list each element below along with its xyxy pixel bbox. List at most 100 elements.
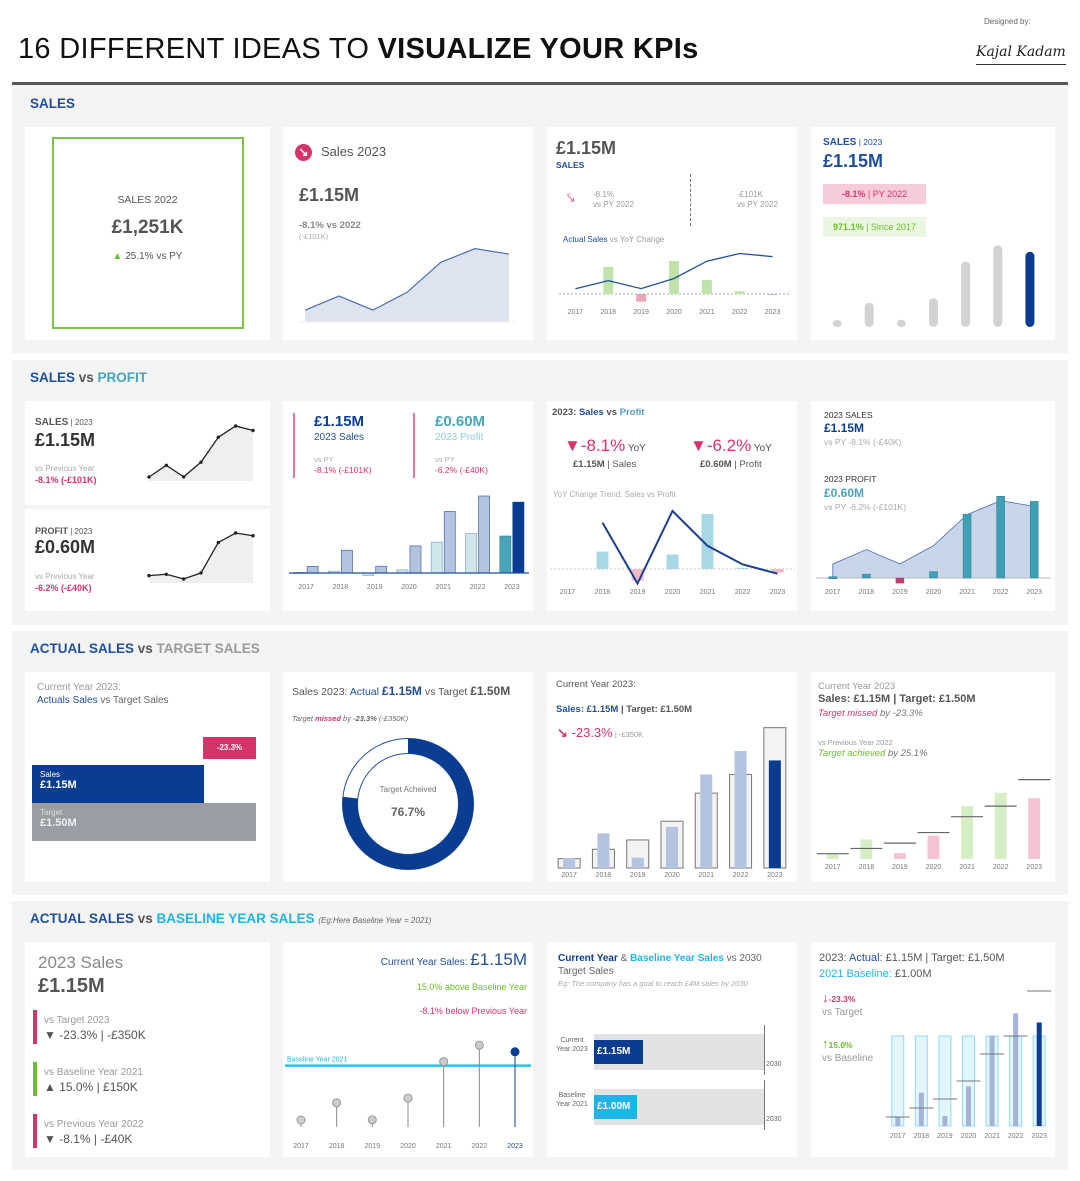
target-achieved: Target achieved by 25.1% xyxy=(818,748,928,759)
progress-fill: £1.00M xyxy=(594,1095,637,1119)
card-title: Current Year Sales: £1.15M xyxy=(380,950,527,969)
kpi-delta: (-£101K) xyxy=(299,232,329,241)
x-tick-label: 2018 xyxy=(914,1133,930,1140)
sparkline-fill xyxy=(149,426,253,481)
baseline-label: Baseline Year 2021 xyxy=(287,1057,347,1064)
section-title: ACTUAL SALES vs TARGET SALES xyxy=(30,641,260,656)
variance-badge: -23.3% xyxy=(203,737,256,759)
sales-bar xyxy=(700,774,713,868)
comparison-label: vs Baseline Year 2021 xyxy=(44,1067,143,1078)
kpi-value: £1.15M xyxy=(38,975,105,997)
accent-bar xyxy=(293,413,295,478)
sales-target-lines-card: Current Year 2023 Sales: £1.15M | Target… xyxy=(811,672,1055,882)
card-title-2: Target Sales xyxy=(558,966,614,977)
x-tick-label: 2020 xyxy=(400,1143,416,1150)
x-tick-label: 2017 xyxy=(293,1143,309,1150)
x-tick-label: 2023 xyxy=(1026,864,1042,871)
sparkline-point xyxy=(233,531,238,535)
lollipop-dot xyxy=(403,1093,413,1103)
vs-target: ↓-23.3% vs Target xyxy=(822,990,863,1019)
sparkline-point xyxy=(147,573,151,578)
sparkline-point xyxy=(199,460,203,464)
x-tick-label: 2021 xyxy=(959,864,975,871)
x-tick-label: 2019 xyxy=(630,872,646,879)
x-tick-label: 2020 xyxy=(926,864,942,871)
x-tick-label: 2018 xyxy=(595,589,611,596)
sales-line xyxy=(304,248,510,311)
sales-baseline-target-chart: 2017 2018 2019 2020 2021 2022 2023 xyxy=(885,990,1052,1140)
progress-row: Baseline Year 2021 £1.00M 2030 xyxy=(547,1080,797,1130)
sales-bar xyxy=(631,857,644,868)
card-title: Sales: £1.15M | Target: £1.50M xyxy=(556,704,693,715)
sales-bar xyxy=(1036,1022,1042,1126)
profit-yoy-bar xyxy=(596,551,609,569)
x-tick-label: 2017 xyxy=(890,1133,906,1140)
sales-bar xyxy=(994,792,1007,859)
sales-bar xyxy=(832,320,842,327)
x-tick-label: 2019 xyxy=(365,1143,381,1150)
profit-bar xyxy=(929,571,938,579)
profit-bar xyxy=(499,535,512,574)
vs-baseline: ↑15.0% vs Baseline xyxy=(822,1036,874,1065)
kpi-label: SALES | 2023 xyxy=(823,137,883,148)
sparkline-point xyxy=(216,435,221,439)
kpi-change: ▲ 25.1% vs PY xyxy=(112,251,183,262)
page-title-light: 16 DIFFERENT IDEAS TO xyxy=(18,33,378,65)
x-tick-label: 2017 xyxy=(825,864,841,871)
down-arrow-icon: ↓ xyxy=(822,990,829,1005)
kpi-change: -6.2% (-£40K) xyxy=(35,583,92,593)
comparison-item: vs Previous Year 2022 ▼ -8.1% | -£40K xyxy=(33,1114,233,1148)
x-tick-label: 2021 xyxy=(959,589,975,596)
target-bar-value: £1.50M xyxy=(40,817,77,829)
sales-bar xyxy=(341,549,353,574)
kpi-border-box xyxy=(52,137,244,329)
comparison-value: ▼ -8.1% | -£40K xyxy=(44,1132,133,1146)
yoy-trend-card: 2023: Sales vs Profit ▼-8.1% YoY £1.15M … xyxy=(547,401,797,611)
sales-bar xyxy=(1013,1013,1019,1126)
comparison-label: vs Previous Year 2022 xyxy=(44,1119,144,1130)
x-tick-label: 2023 xyxy=(770,589,786,596)
area-fill xyxy=(305,248,509,322)
progress-2030-card: Current Year & Baseline Year Sales vs 20… xyxy=(547,942,797,1157)
kpi-value: £1.15M xyxy=(823,151,884,171)
profit-yoy-bar xyxy=(666,554,679,569)
actual-vs-yoy-chart: 2017 2018 2019 2020 2021 2022 2023 xyxy=(559,252,789,316)
sparkline-point xyxy=(233,424,238,428)
baseline-target-card: 2023: Actual: £1.15M | Target: £1.50M 20… xyxy=(811,942,1055,1157)
sparkline-point xyxy=(164,463,169,467)
sparkline-point xyxy=(199,571,203,575)
sales-bar xyxy=(306,566,319,574)
x-tick-label: 2019 xyxy=(367,584,383,591)
down-right-arrow-icon: ↘ xyxy=(557,725,568,740)
sales-bar xyxy=(942,1116,948,1126)
card-subtitle: Current Year 2023: xyxy=(37,682,121,693)
sales-bar-value: £1.15M xyxy=(40,779,77,791)
profit-yoy-bar xyxy=(701,513,714,569)
sales-bar xyxy=(864,302,874,327)
card-subtitle: Current Year 2023 xyxy=(818,681,896,692)
x-tick-label: 2017 xyxy=(298,584,314,591)
x-tick-label: 2018 xyxy=(859,589,875,596)
target-year-label: 2030 xyxy=(766,1116,782,1123)
x-tick-label: 2021 xyxy=(698,872,714,879)
target-bar-label: Target xyxy=(40,808,63,817)
sales-bar xyxy=(597,833,610,868)
target-bar: Target £1.50M xyxy=(32,803,256,841)
sales-label: 2023 SALES xyxy=(824,410,873,420)
x-tick-label: 2022 xyxy=(993,864,1009,871)
actual-sales-line xyxy=(575,252,773,290)
sales-yoy-line xyxy=(601,509,778,586)
card-title: Sales: £1.15M | Target: £1.50M xyxy=(818,693,976,705)
x-tick-label: 2022 xyxy=(1008,1133,1024,1140)
kpi-value: £1.15M xyxy=(299,185,360,205)
x-tick-label: 2020 xyxy=(666,309,682,316)
kpi-value: £0.60M xyxy=(35,537,96,557)
sales-label: 2023 Sales xyxy=(314,432,365,443)
profit-compare: vs PY xyxy=(435,455,455,464)
chart-title: YoY Change Trend: Sales vs Profit xyxy=(553,490,676,499)
sales-bar xyxy=(512,501,525,574)
abs-change: -£101K vs PY 2022 xyxy=(737,190,778,209)
profit-sparkline xyxy=(147,531,255,583)
profit-yoy-bar xyxy=(631,569,644,581)
sparkline-point xyxy=(181,475,186,479)
